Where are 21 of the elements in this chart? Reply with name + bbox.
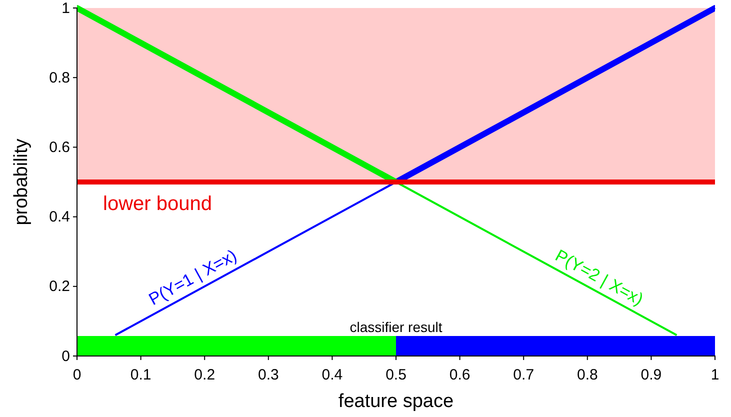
y-tick-label: 0.6 bbox=[49, 139, 70, 156]
y-tick-label: 1 bbox=[62, 0, 70, 17]
x-tick-label: 1 bbox=[710, 366, 720, 384]
y-tick-label: 0 bbox=[62, 348, 70, 365]
y-axis-title: probability bbox=[11, 138, 32, 226]
y-tick-label: 0.2 bbox=[49, 278, 70, 296]
x-tick-label: 0.5 bbox=[386, 366, 406, 384]
annotation: classifier result bbox=[350, 319, 442, 335]
y-tick-label: 0.8 bbox=[49, 69, 70, 86]
x-tick-label: 0.9 bbox=[640, 366, 662, 384]
y-tick-label: 0.4 bbox=[49, 208, 70, 226]
x-tick-label: 0.7 bbox=[513, 366, 534, 384]
x-tick-label: 0.1 bbox=[130, 366, 152, 384]
x-tick-label: 0.8 bbox=[576, 366, 598, 384]
x-tick-label: 0.4 bbox=[322, 366, 343, 384]
x-tick-label: 0.3 bbox=[258, 366, 279, 384]
x-axis-title: feature space bbox=[338, 391, 454, 412]
x-tick-label: 0.6 bbox=[449, 366, 470, 384]
x-tick-label: 0.2 bbox=[194, 366, 216, 384]
x-tick-label: 0 bbox=[72, 366, 82, 384]
ref-line-label: lower bound bbox=[103, 193, 212, 215]
